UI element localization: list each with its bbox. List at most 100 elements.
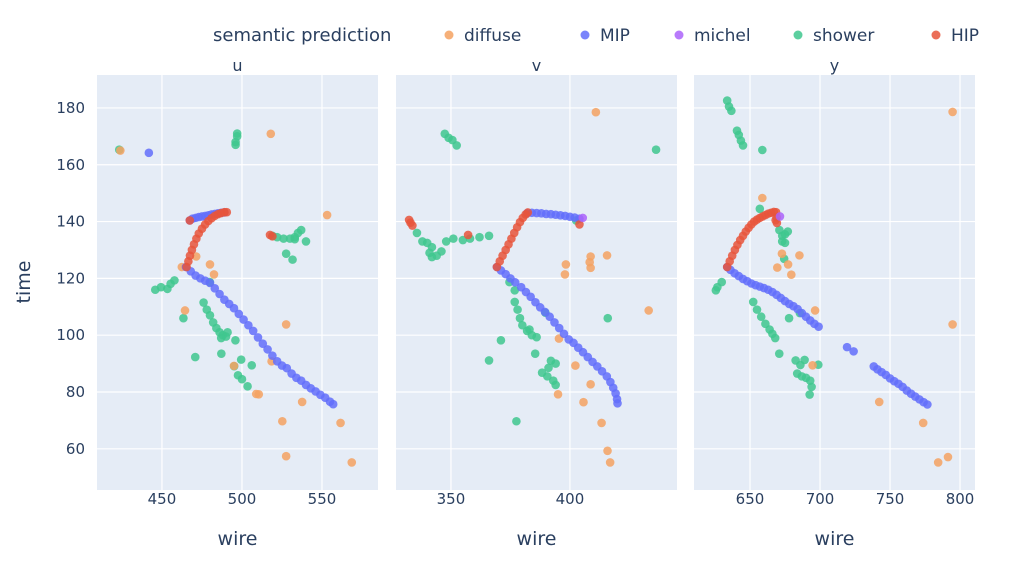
x-axis-label: wire <box>218 528 258 550</box>
point-mip <box>510 278 520 287</box>
point-shower <box>199 298 208 307</box>
point-diffuse <box>281 451 291 461</box>
y-axis-label: time <box>13 261 35 304</box>
point-diffuse <box>918 418 928 428</box>
legend-item-hip[interactable]: HIP <box>931 26 980 46</box>
point-mip <box>144 148 154 158</box>
x-tick-label: 350 <box>437 490 466 508</box>
x-tick-label: 450 <box>148 490 177 508</box>
series-diffuse <box>758 107 957 467</box>
point-diffuse <box>560 270 570 279</box>
point-shower <box>783 227 793 236</box>
point-shower <box>190 352 200 362</box>
point-diffuse <box>116 146 125 155</box>
point-shower <box>231 336 240 345</box>
point-shower <box>800 355 809 365</box>
point-shower <box>780 238 790 248</box>
point-shower <box>512 416 521 426</box>
point-diffuse <box>810 306 820 315</box>
point-hip <box>523 208 533 217</box>
legend-label: HIP <box>951 26 979 46</box>
legend-label: michel <box>694 26 751 46</box>
plot-background <box>396 75 677 490</box>
point-mip <box>923 400 932 409</box>
x-axis-label: wire <box>815 528 855 550</box>
point-diffuse <box>571 361 580 370</box>
point-shower <box>651 145 661 155</box>
point-shower <box>243 382 252 391</box>
subplot-u: 60 80 100 120 140 160 180 450 500 550 u wire <box>56 56 378 550</box>
series-hip <box>404 208 584 272</box>
point-mip <box>554 323 564 333</box>
point-shower <box>247 361 257 370</box>
point-shower <box>530 349 540 358</box>
series-mip <box>722 262 932 409</box>
point-mip <box>268 351 277 360</box>
point-shower <box>279 234 288 243</box>
legend-item-michel[interactable]: michel <box>674 26 751 46</box>
series-diffuse <box>553 107 653 467</box>
point-diffuse <box>777 249 787 258</box>
point-shower <box>496 336 506 345</box>
point-shower <box>441 237 451 246</box>
point-shower <box>758 145 767 155</box>
point-shower <box>217 349 226 358</box>
point-diffuse <box>180 306 190 315</box>
point-diffuse <box>281 320 291 329</box>
legend-item-diffuse[interactable]: diffuse <box>444 26 522 46</box>
point-shower <box>774 349 784 358</box>
legend-item-shower[interactable]: shower <box>793 26 875 46</box>
point-shower <box>525 325 534 334</box>
point-mip <box>210 284 220 293</box>
point-diffuse <box>758 193 767 203</box>
y-tick-label: 160 <box>56 156 85 174</box>
point-diffuse <box>874 397 884 407</box>
y-tick-label: 140 <box>56 213 85 231</box>
series-shower <box>412 129 661 426</box>
point-diffuse <box>254 389 264 399</box>
series-diffuse <box>116 129 357 467</box>
point-mip <box>239 315 248 324</box>
point-shower <box>805 390 814 399</box>
y-tick-label: 180 <box>56 99 85 117</box>
point-mip <box>258 339 268 349</box>
point-mip <box>550 318 559 327</box>
point-shower <box>513 305 522 314</box>
point-mip <box>253 333 263 342</box>
point-shower <box>738 141 748 150</box>
point-shower <box>807 382 816 392</box>
point-mip <box>545 312 555 322</box>
point-shower <box>475 232 484 242</box>
point-shower <box>755 204 765 214</box>
point-mip <box>234 309 244 319</box>
point-shower <box>518 320 527 330</box>
point-mip <box>814 322 823 331</box>
point-shower <box>727 106 736 116</box>
point-diffuse <box>266 129 276 139</box>
subplot-v: 350 400 v wire <box>396 56 677 550</box>
point-diffuse <box>336 418 345 428</box>
point-diffuse <box>943 452 953 462</box>
point-mip <box>244 320 253 330</box>
point-shower <box>770 333 780 343</box>
point-shower <box>281 249 291 258</box>
legend-label: shower <box>813 26 874 46</box>
point-diffuse <box>795 251 804 260</box>
point-diffuse <box>602 251 612 260</box>
legend-title: semantic prediction <box>213 25 391 46</box>
point-hip <box>268 232 277 241</box>
legend-item-mip[interactable]: MIP <box>580 26 630 46</box>
point-mip <box>328 399 338 409</box>
point-diffuse <box>553 389 563 399</box>
point-diffuse <box>603 446 612 456</box>
y-tick-label: 100 <box>56 326 85 344</box>
point-shower <box>179 313 188 323</box>
legend-marker <box>793 30 803 40</box>
series-hip <box>722 207 782 272</box>
point-michel <box>578 213 588 223</box>
point-shower <box>484 231 494 241</box>
point-shower <box>748 297 758 307</box>
point-hip <box>575 220 584 229</box>
point-diffuse <box>561 260 571 269</box>
point-shower <box>756 312 766 322</box>
